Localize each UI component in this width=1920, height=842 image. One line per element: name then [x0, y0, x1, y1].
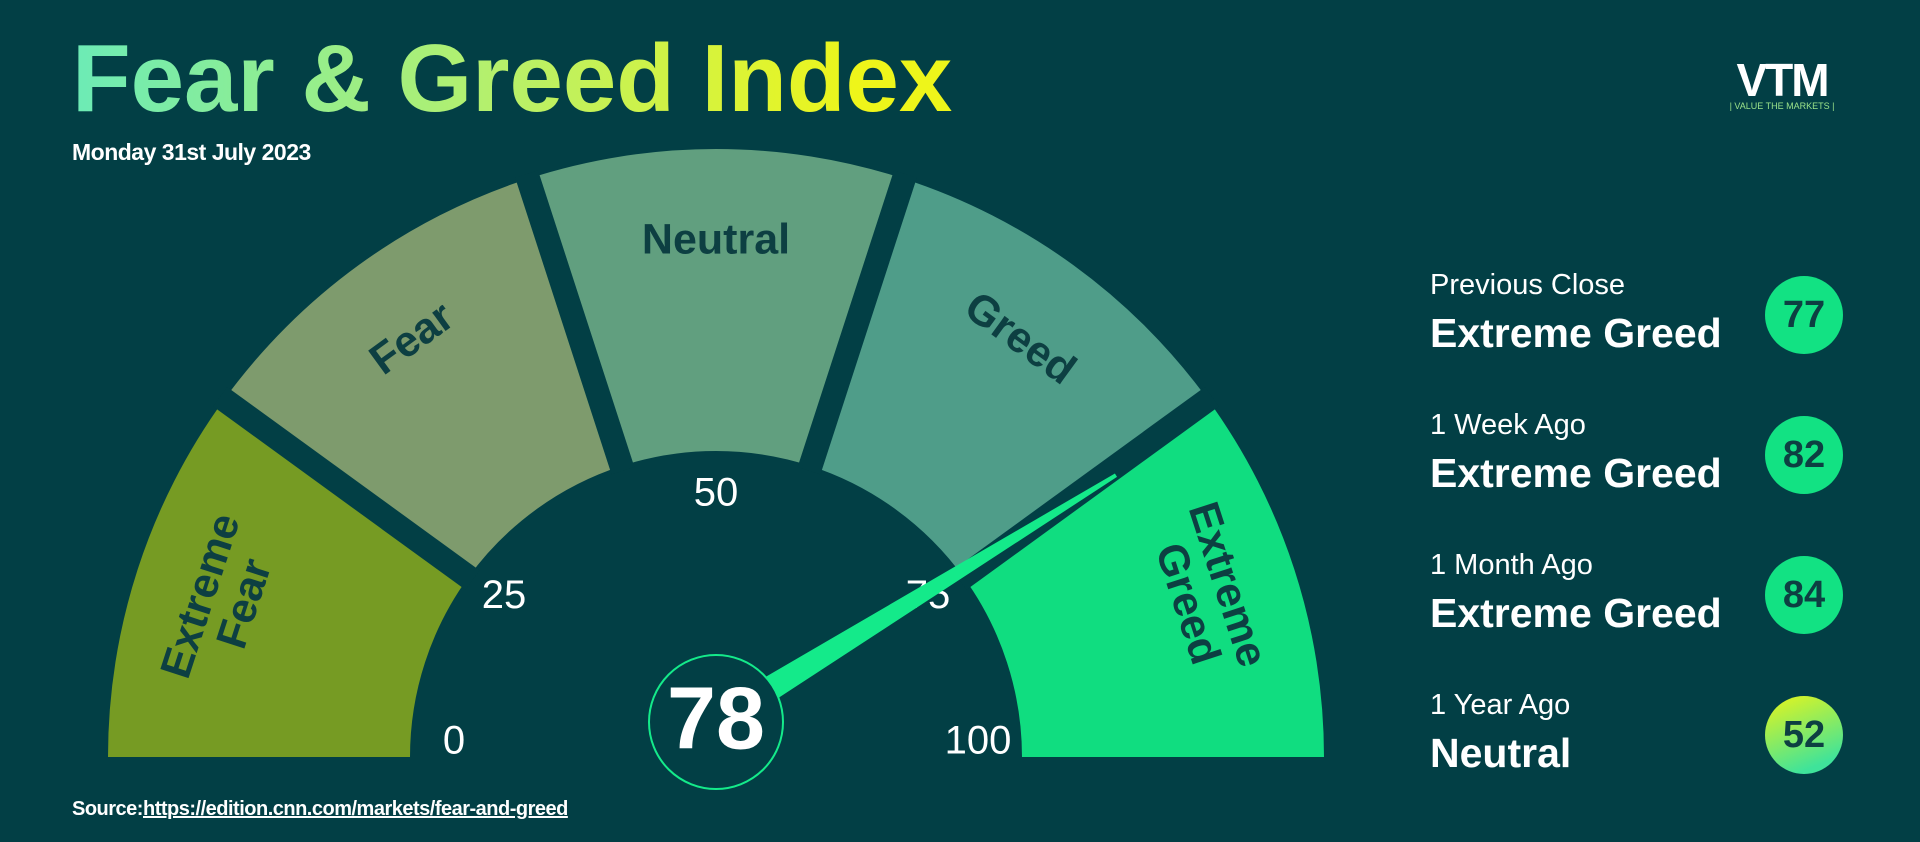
- needle: [708, 473, 1118, 734]
- gauge-value: 78: [667, 668, 765, 767]
- segment-gap: [797, 170, 917, 475]
- history-badge: [1765, 556, 1843, 634]
- gauge-segment: [528, 149, 904, 466]
- history-value: 77: [1783, 294, 1825, 336]
- needle-hub: [648, 654, 784, 790]
- tick-label: 100: [945, 719, 1012, 763]
- history-value: 52: [1783, 714, 1825, 756]
- logo-tagline: | VALUE THE MARKETS |: [1730, 101, 1835, 111]
- history-badge: [1765, 416, 1843, 494]
- history-label: 1 Month Ago: [1430, 549, 1593, 581]
- tick-label: 0: [443, 719, 465, 763]
- subtitle: Monday 31st July 2023: [72, 139, 311, 165]
- history-status: Extreme Greed: [1430, 310, 1722, 356]
- history-badge: [1765, 276, 1843, 354]
- source-link[interactable]: https://edition.cnn.com/markets/fear-and…: [143, 798, 568, 820]
- gauge-segment: [224, 178, 622, 578]
- gauge-segment: [810, 178, 1208, 578]
- segment-label: Neutral: [642, 215, 790, 263]
- gauge-segment: [108, 399, 469, 757]
- history-value: 84: [1783, 574, 1825, 616]
- history-label: 1 Week Ago: [1430, 409, 1586, 441]
- gauge-segment: [963, 399, 1324, 757]
- history-status: Neutral: [1430, 730, 1571, 776]
- tick-label: 50: [694, 471, 739, 515]
- history-badge: [1765, 696, 1843, 774]
- history-label: Previous Close: [1430, 269, 1625, 301]
- segment-gap: [213, 386, 480, 590]
- history-value: 82: [1783, 434, 1825, 476]
- history-status: Extreme Greed: [1430, 450, 1722, 496]
- history-status: Extreme Greed: [1430, 590, 1722, 636]
- source-label: Source:: [72, 798, 143, 820]
- tick-label: 25: [482, 573, 527, 617]
- title: Fear & Greed Index: [72, 25, 952, 132]
- history-label: 1 Year Ago: [1430, 689, 1570, 721]
- history-panel: Previous Close Extreme Greed 77 1 Week Ago E…: [1430, 269, 1843, 776]
- logo: VTM: [1736, 54, 1827, 106]
- segment-gap: [515, 170, 635, 475]
